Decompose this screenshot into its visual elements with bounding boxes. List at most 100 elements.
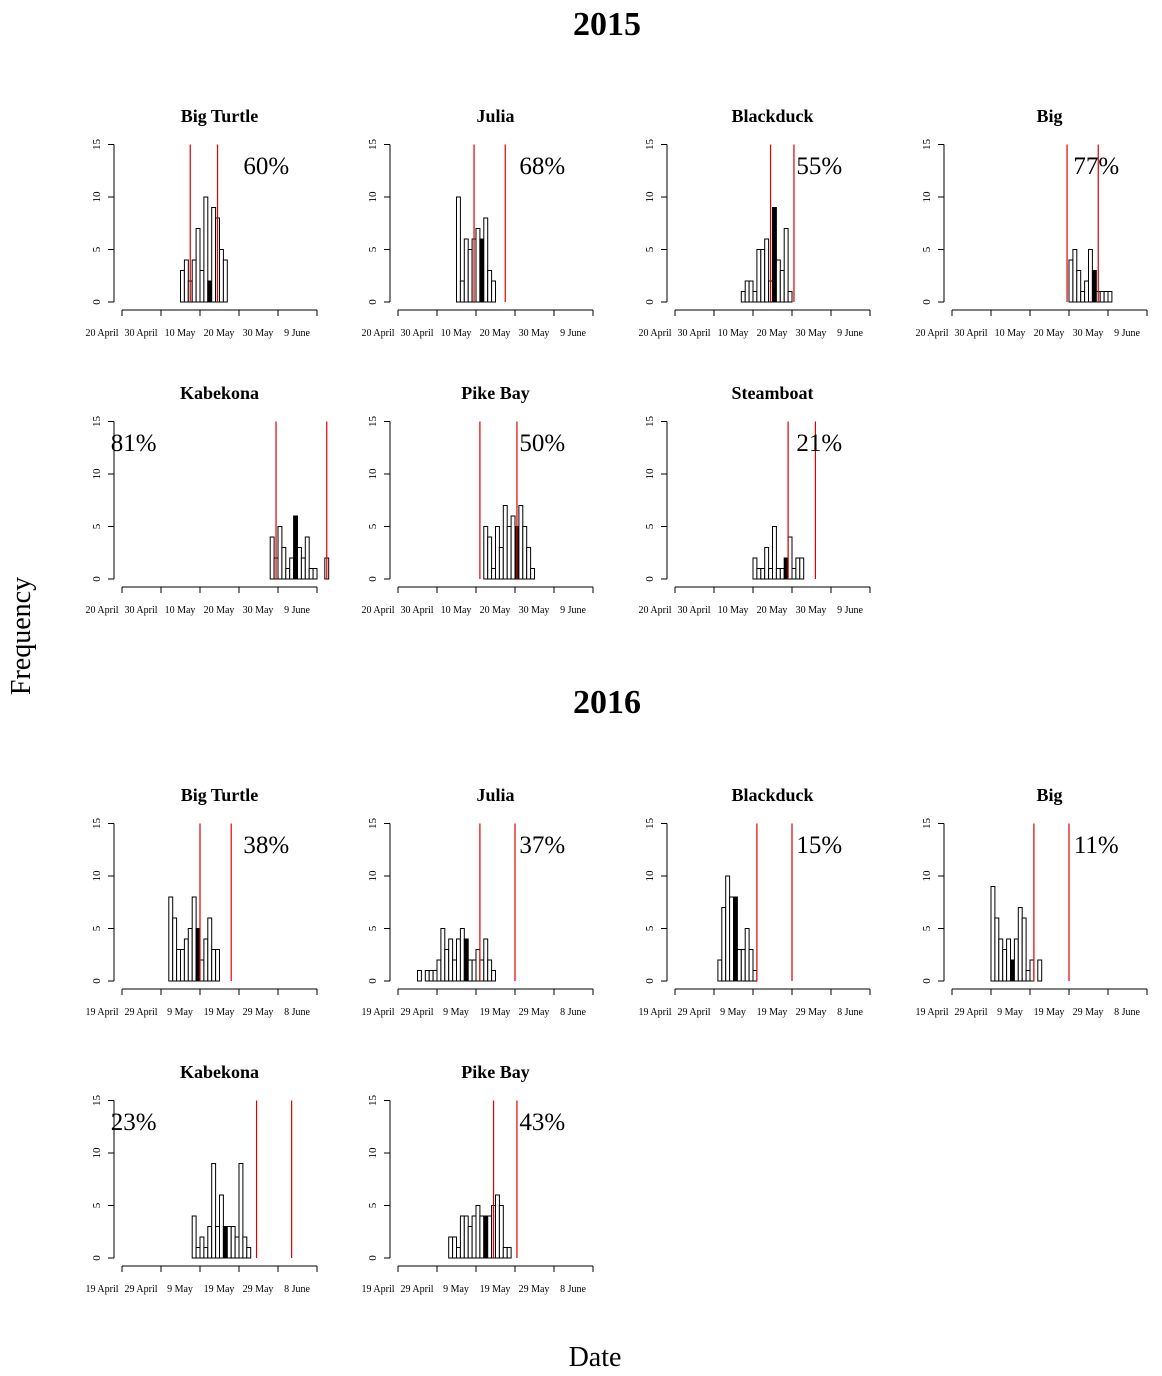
bar [234,1236,240,1259]
panel-title: Kabekona [180,1062,259,1082]
x-tick-label: 30 May [1073,328,1104,339]
bar [467,1226,473,1259]
bar [791,568,797,580]
x-tick-label: 19 May [1034,1007,1065,1018]
x-tick-label: 30 April [400,605,433,616]
x-tick-label: 29 April [400,1284,433,1295]
x-tick-label: 30 May [796,328,827,339]
bar [226,1226,232,1259]
y-tick-label: 15 [367,139,379,151]
y-tick-label: 10 [367,468,379,480]
bar [471,959,477,982]
x-tick-label: 20 May [480,605,511,616]
bar [424,970,430,982]
percent-annotation: 38% [243,832,289,859]
bar [530,568,535,580]
y-tick-label: 0 [91,1255,103,1261]
percent-annotation: 11% [1074,832,1119,859]
x-tick-label: 8 June [1114,1007,1140,1018]
x-tick-label: 9 June [284,605,310,616]
y-tick-label: 0 [367,1255,379,1261]
x-tick-label: 30 May [519,328,550,339]
bar [467,959,473,982]
bar-highlight [1091,270,1097,303]
bar [717,959,723,982]
x-tick-label: 29 April [400,1007,433,1018]
panel-title: Kabekona [180,383,259,403]
bar-highlight [733,896,738,982]
bar [491,970,497,982]
x-tick-label: 9 May [443,1284,469,1295]
bar [506,526,512,580]
y-tick-label: 10 [91,468,103,480]
bar-highlight [483,1215,489,1259]
bar [428,970,434,982]
bar [487,536,493,580]
bar [799,557,805,580]
x-tick-label: 29 May [796,1007,827,1018]
bar [230,1226,236,1259]
bar [300,557,306,580]
percent-annotation: 77% [1073,153,1119,180]
x-tick-label: 29 May [519,1284,550,1295]
bar [994,917,1000,982]
bar-highlight [772,207,777,303]
bar [740,949,746,982]
bar [487,270,493,303]
x-tick-label: 29 April [677,1007,710,1018]
bar [444,949,450,982]
percent-annotation: 43% [519,1109,565,1136]
x-tick-label: 20 May [480,328,511,339]
x-tick-label: 8 June [284,1284,310,1295]
bar [277,526,283,580]
y-tick-label: 15 [91,1095,103,1107]
bar [498,547,504,580]
bar [211,207,217,303]
y-tick-label: 5 [367,523,379,529]
bar [238,1163,244,1259]
bar [760,568,766,580]
bar [1002,949,1008,982]
x-tick-label: 29 April [124,1284,157,1295]
y-tick-label: 5 [91,246,103,252]
x-tick-label: 9 May [443,1007,469,1018]
y-tick-label: 5 [644,523,656,529]
bar [312,568,318,580]
bar [203,938,209,982]
bar [215,949,221,982]
x-tick-label: 9 May [720,1007,746,1018]
bar [526,547,532,580]
bar-highlight [293,515,299,580]
bar [456,196,461,303]
bar [740,291,746,303]
x-tick-label: 20 April [915,328,948,339]
bar [1107,291,1113,303]
y-tick-label: 0 [921,978,933,984]
panel-title: Julia [476,785,514,805]
x-tick-label: 19 April [915,1007,948,1018]
panel-title: Steamboat [732,383,814,403]
bar [487,959,493,982]
bar [199,1236,205,1259]
bar [176,949,182,982]
panel-title: Big Turtle [181,106,259,126]
panel-title: Pike Bay [461,1062,530,1082]
bar [736,949,742,982]
bar [207,1226,213,1259]
x-tick-label: 19 May [204,1007,235,1018]
bar [269,536,275,580]
x-tick-label: 29 May [243,1007,274,1018]
bar-highlight [207,280,213,303]
bar [491,280,497,303]
x-tick-label: 9 June [560,605,586,616]
x-tick-label: 19 May [204,1284,235,1295]
bar [180,949,185,982]
x-tick-label: 10 May [441,328,472,339]
bar [479,1215,485,1259]
bar [432,970,438,982]
panel-title: Blackduck [731,106,813,126]
y-tick-label: 15 [367,416,379,428]
x-tick-label: 30 April [677,605,710,616]
y-tick-label: 0 [91,299,103,305]
x-tick-label: 20 April [638,605,671,616]
